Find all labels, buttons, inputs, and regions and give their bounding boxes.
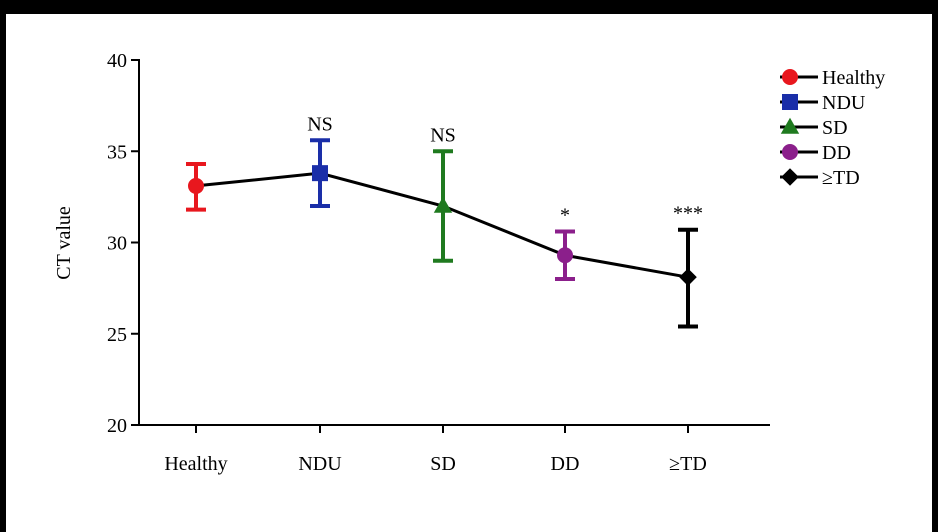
legend: Healthy NDU SD DD ≥TD [780, 67, 885, 189]
y-ticks: 20 25 30 35 40 [107, 50, 139, 437]
y-tick-label: 20 [107, 415, 127, 437]
significance-labels: NS NS* *** [307, 113, 703, 226]
error-bars [186, 138, 698, 329]
x-tick-label: Healthy [164, 453, 227, 475]
y-tick-label: 35 [107, 141, 127, 163]
legend-entry: Healthy [780, 67, 885, 89]
legend-marker [780, 117, 800, 134]
y-tick-label: 40 [107, 50, 127, 72]
legend-marker [782, 69, 798, 85]
legend-label: SD [822, 117, 848, 139]
legend-label: NDU [822, 92, 866, 114]
legend-marker [782, 144, 798, 160]
data-point [188, 177, 204, 194]
legend-entry: NDU [780, 92, 866, 114]
legend-label: Healthy [822, 67, 885, 89]
y-tick-label: 30 [107, 233, 127, 255]
legend-marker [782, 94, 798, 110]
significance-label: NS [307, 113, 333, 135]
legend-label: DD [822, 142, 851, 164]
x-tick-label: SD [430, 453, 456, 475]
data-point [312, 165, 328, 182]
legend-marker [781, 168, 799, 186]
significance-label: NS [430, 124, 456, 146]
legend-entry: DD [780, 142, 851, 164]
data-point [679, 268, 697, 286]
x-tick-label: ≥TD [669, 453, 707, 475]
legend-label: ≥TD [822, 167, 860, 189]
markers [188, 165, 697, 286]
legend-entry: ≥TD [780, 167, 860, 189]
x-tick-label: DD [551, 453, 580, 475]
x-ticks: Healthy NDU SD DD ≥TD [164, 425, 707, 475]
legend-entry: SD [780, 117, 848, 139]
y-axis-label: CT value [53, 206, 75, 280]
x-tick-label: NDU [298, 453, 342, 475]
axes [138, 59, 770, 426]
data-point [433, 196, 453, 213]
significance-label: * [560, 205, 570, 227]
significance-label: *** [673, 203, 703, 225]
data-point [557, 247, 573, 264]
y-tick-label: 25 [107, 324, 127, 346]
